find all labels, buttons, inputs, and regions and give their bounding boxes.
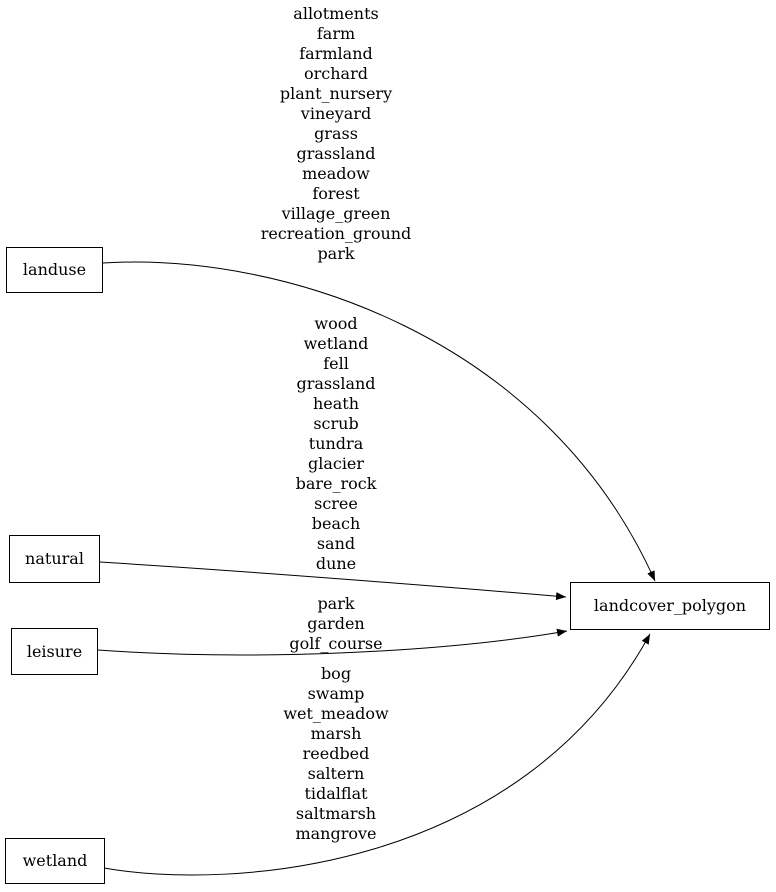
node-wetland: wetland [5, 838, 105, 884]
edge-label-wetland-values: bog swamp wet_meadow marsh reedbed salte… [283, 664, 389, 843]
edge-wetland-to-landcover-polygon [103, 633, 651, 876]
node-natural: natural [9, 535, 100, 583]
node-landuse: landuse [6, 247, 103, 293]
edge-label-landuse-values: allotments farm farmland orchard plant_n… [260, 4, 412, 263]
edge-label-leisure-values: park garden golf_course [289, 594, 383, 653]
node-landcover-polygon: landcover_polygon [570, 582, 770, 630]
edge-leisure-to-landcover-polygon [97, 628, 568, 656]
edge-label-natural-values: wood wetland fell grassland heath scrub … [295, 314, 377, 573]
node-leisure: leisure [11, 628, 98, 675]
edge-landuse-to-landcover-polygon [102, 261, 656, 582]
edge-natural-to-landcover-polygon [99, 561, 567, 601]
